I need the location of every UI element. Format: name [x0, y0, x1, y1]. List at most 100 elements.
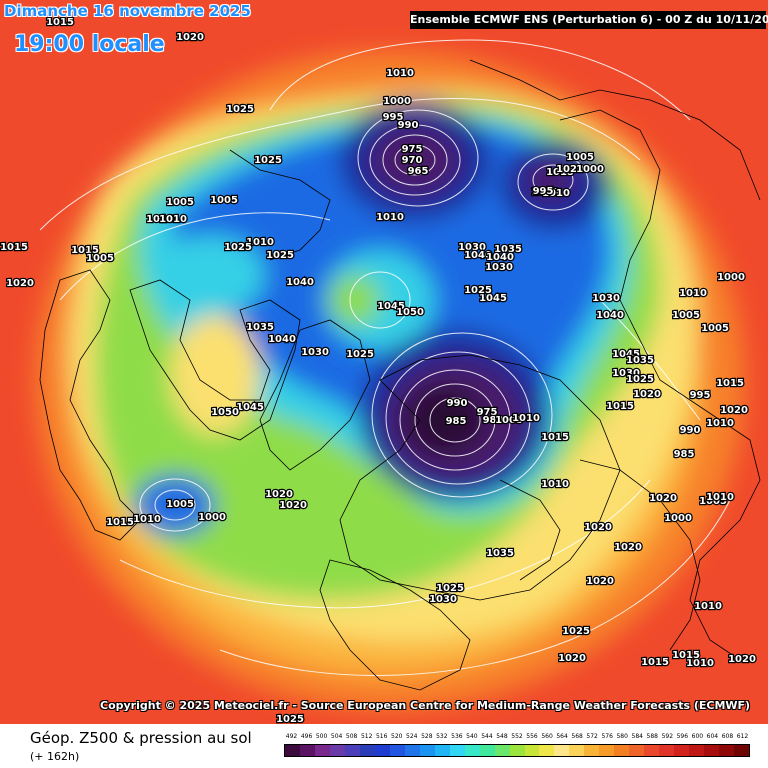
pressure-label: 1000: [717, 272, 745, 283]
pressure-label: 1005: [672, 310, 700, 321]
pressure-label: 1005: [699, 496, 727, 507]
pressure-label: 1020: [649, 493, 677, 504]
coastlines: [39, 59, 761, 691]
pressure-label: 1025: [276, 714, 304, 724]
pressure-label: 1050: [211, 407, 239, 418]
pressure-label: 1045: [236, 402, 264, 413]
pressure-label: 1010: [686, 658, 714, 669]
scale-swatch: [659, 745, 675, 756]
scale-label: 564: [556, 733, 568, 740]
scale-swatch: [314, 745, 330, 756]
pressure-label: 1030: [592, 293, 620, 304]
pressure-label: 1025: [346, 349, 374, 360]
pressure-label: 1015: [641, 657, 669, 668]
scale-label: 508: [345, 733, 358, 740]
pressure-label: 1020: [728, 654, 756, 665]
pressure-label: 1025: [266, 250, 294, 261]
scale-label: 512: [360, 733, 373, 740]
scale-swatch: [359, 745, 375, 756]
pressure-label: 990: [398, 120, 419, 131]
local-time: 19:00 locale: [14, 32, 165, 57]
color-scale-labels: 492 496 500 504 508 512 516 520 524 528 532 536 540 5…: [284, 733, 750, 743]
field-title: Géop. Z500 & pression au sol: [30, 729, 252, 747]
pressure-label: 1020: [584, 522, 612, 533]
geopotential-field: [0, 0, 768, 724]
run-info-banner: Ensemble ECMWF ENS (Perturbation 6) - 00…: [410, 11, 768, 29]
pressure-label: 1030: [429, 594, 457, 605]
pressure-label: 1015: [716, 378, 744, 389]
scale-swatch: [629, 745, 645, 756]
pressure-label: 1020: [633, 389, 661, 400]
pressure-label: 1010: [146, 214, 174, 225]
pressure-label: 1005: [495, 415, 523, 426]
pressure-label: 1005: [210, 195, 238, 206]
pressure-label: 975: [477, 407, 498, 418]
pressure-label: 1000: [664, 513, 692, 524]
pressure-label: 1005: [166, 499, 194, 510]
pressure-label: 1010: [694, 601, 722, 612]
pressure-label: 995: [533, 186, 554, 197]
pressure-label: 1020: [586, 576, 614, 587]
scale-swatch: [599, 745, 615, 756]
pressure-label: 995: [383, 112, 404, 123]
scale-label: 556: [526, 733, 538, 740]
scale-label: 584: [631, 733, 643, 740]
pressure-label: 965: [408, 166, 429, 177]
pressure-label: 1040: [464, 250, 492, 261]
pressure-label: 985: [446, 416, 467, 427]
lead-time: (+ 162h): [30, 750, 80, 763]
pressure-label: 1005: [566, 152, 594, 163]
scale-label: 560: [541, 733, 553, 740]
pressure-label: 1010: [386, 68, 414, 79]
pressure-label: 1030: [458, 242, 486, 253]
pressure-label: 1030: [612, 368, 640, 379]
scale-label: 536: [451, 733, 463, 740]
pressure-label: 1050: [396, 307, 424, 318]
scale-swatch: [509, 745, 525, 756]
scale-swatch: [704, 745, 720, 756]
pressure-label: 1030: [301, 347, 329, 358]
scale-label: 500: [315, 733, 328, 740]
scale-swatch: [389, 745, 405, 756]
pressure-label: 980: [483, 415, 504, 426]
pressure-label: 1010: [159, 214, 187, 225]
pressure-label: 1015: [606, 401, 634, 412]
pressure-label: 1015: [672, 650, 700, 661]
pressure-label: 970: [402, 155, 423, 166]
scale-swatch: [689, 745, 705, 756]
pressure-label: 1035: [246, 322, 274, 333]
scale-label: 588: [646, 733, 658, 740]
scale-swatch: [374, 745, 390, 756]
pressure-label: 1040: [486, 252, 514, 263]
scale-label: 552: [511, 733, 523, 740]
scale-swatch: [464, 745, 480, 756]
pressure-label: 1020: [720, 405, 748, 416]
forecast-date: Dimanche 16 novembre 2025: [4, 2, 251, 20]
pressure-label: 1000: [576, 164, 604, 175]
pressure-label: 1015: [546, 167, 574, 178]
pressure-label: 1045: [612, 349, 640, 360]
scale-swatch: [554, 745, 570, 756]
pressure-label: 1010: [706, 418, 734, 429]
pressure-label: 1025: [436, 583, 464, 594]
scale-label: 576: [601, 733, 613, 740]
scale-swatch: [734, 745, 750, 756]
pressure-labels: 1015102510201010101010151000995990975970…: [0, 16, 757, 724]
pressure-label: 1025: [226, 104, 254, 115]
scale-swatch: [674, 745, 690, 756]
scale-label: 516: [375, 733, 388, 740]
scale-swatch: [614, 745, 630, 756]
scale-label: 568: [571, 733, 583, 740]
pressure-label: 1000: [198, 512, 226, 523]
pressure-label: 1015: [106, 517, 134, 528]
pressure-label: 1020: [614, 542, 642, 553]
footer-legend: Géop. Z500 & pression au sol (+ 162h) 49…: [0, 724, 768, 768]
map-canvas: 1015102510201010101010151000995990975970…: [0, 0, 768, 724]
scale-label: 572: [586, 733, 598, 740]
pressure-label: 1040: [596, 310, 624, 321]
pressure-label: 990: [447, 398, 468, 409]
pressure-label: 1025: [254, 155, 282, 166]
isobar-lines: [39, 39, 731, 676]
pressure-label: 1000: [383, 96, 411, 107]
scale-swatch: [569, 745, 585, 756]
